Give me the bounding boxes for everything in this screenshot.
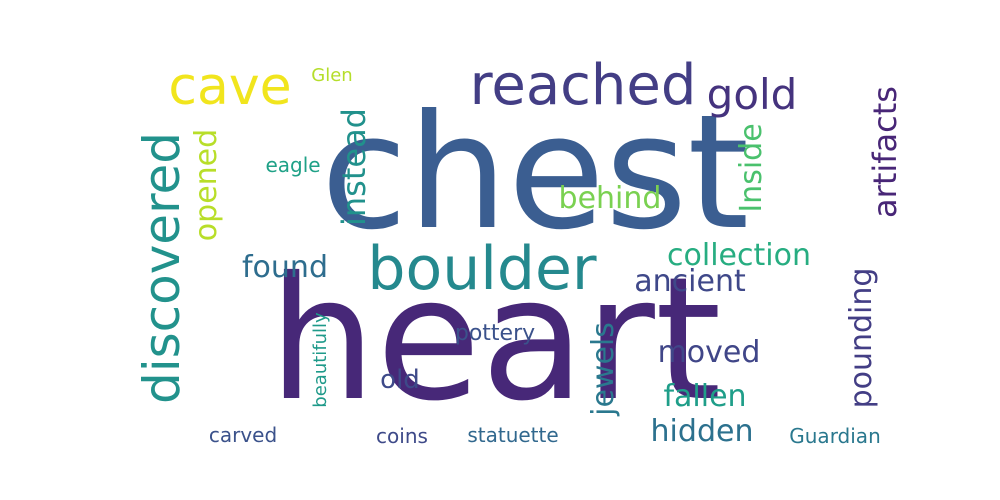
word-hidden: hidden: [650, 414, 754, 449]
word-opened: opened: [189, 128, 224, 242]
word-old: old: [380, 365, 420, 395]
word-pottery: pottery: [454, 321, 536, 346]
word-instead: instead: [335, 108, 373, 226]
word-statuette: statuette: [467, 423, 559, 447]
word-inside: Inside: [734, 123, 769, 213]
word-found: found: [242, 250, 328, 285]
word-guardian: Guardian: [789, 424, 881, 448]
word-gold: gold: [706, 70, 798, 119]
word-eagle: eagle: [265, 153, 321, 177]
word-fallen: fallen: [663, 379, 747, 414]
word-coins: coins: [376, 424, 428, 448]
word-carved: carved: [208, 423, 278, 447]
word-chest: chest: [320, 81, 750, 265]
word-collection: collection: [667, 238, 811, 273]
word-moved: moved: [657, 335, 761, 370]
word-beautifully: beautifully: [310, 312, 331, 408]
word-glen: Glen: [311, 65, 353, 86]
word-jewels: jewels: [586, 322, 621, 416]
word-ancient: ancient: [634, 264, 746, 299]
word-pounding: pounding: [844, 267, 879, 409]
word-reached: reached: [469, 53, 697, 118]
word-artifacts: artifacts: [866, 86, 904, 218]
word-cave: cave: [168, 57, 292, 117]
word-behind: behind: [558, 181, 662, 216]
word-boulder: boulder: [367, 234, 597, 304]
word-discovered: discovered: [133, 131, 191, 405]
word-heart: heart: [268, 241, 722, 439]
